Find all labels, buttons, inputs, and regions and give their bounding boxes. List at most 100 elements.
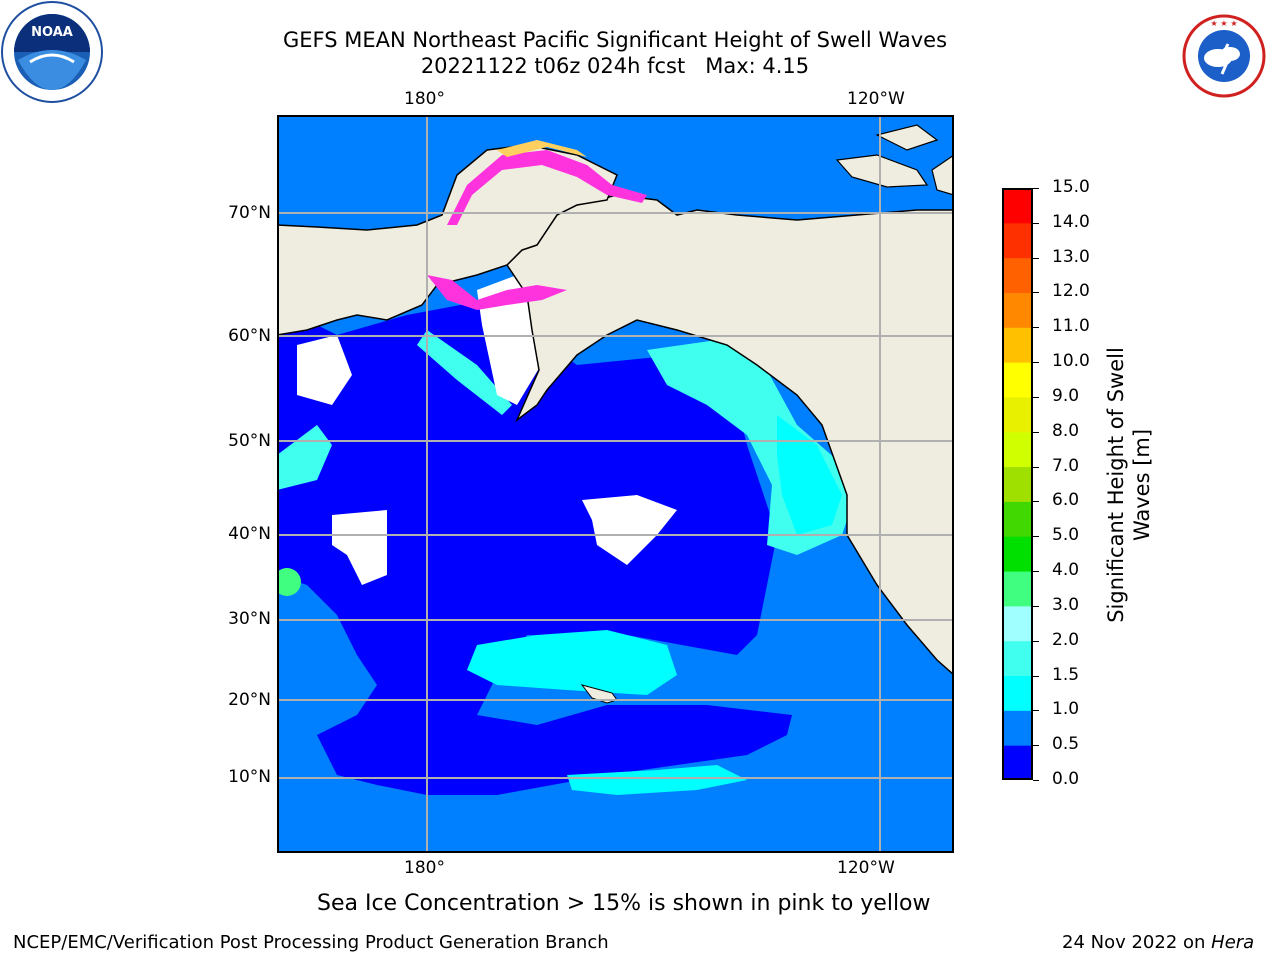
colorbar-swatch [1002,188,1033,224]
colorbar-tick-mark [1033,396,1039,398]
sea-ice-yellow [497,140,587,157]
land-siberia [276,144,618,336]
colorbar-tick-label: 4.0 [1052,560,1080,581]
noaa-logo-icon: NOAA [1,1,103,103]
lat-label-50n: 50°N [228,431,271,451]
noaa-logo: NOAA [0,0,104,104]
colorbar-tick-mark [1033,675,1039,677]
colorbar-tick-label: 0.0 [1052,769,1080,789]
colorbar-tick-mark [1033,431,1039,433]
nws-logo: ★ ★ ★ [1178,14,1270,98]
colorbar-tick-label: 12.0 [1052,281,1090,302]
colorbar-tick-label: 15.0 [1052,177,1090,197]
map-panel [273,115,955,853]
colorbar-frame [1002,188,1033,780]
colorbar-tick-mark [1033,710,1039,712]
colorbar-swatches [1002,188,1033,781]
colorbar-tick-mark [1033,292,1039,294]
colorbar-tick-mark [1033,605,1039,607]
bottom-lon-label-120w: 120°W [837,858,895,878]
mid-swell-nw [417,330,512,415]
colorbar-tick-label: 1.0 [1052,699,1080,720]
colorbar-tick-mark [1033,745,1039,747]
colorbar-tick-label: 14.0 [1052,211,1090,232]
colorbar-tick-label: 6.0 [1052,490,1080,511]
colorbar-swatch [1002,605,1033,642]
bottom-lon-label-180: 180° [404,858,445,878]
lat-label-10n: 10°N [228,767,271,787]
colorbar-swatch [1002,466,1033,502]
max-swell-spot [273,568,301,596]
lat-label-30n: 30°N [228,609,271,629]
colorbar-tick-mark [1033,327,1039,329]
land-arctic-islands [835,124,955,196]
mid-swell-band [467,630,677,695]
colorbar-swatch [1002,396,1033,433]
colorbar-swatch [1002,675,1033,711]
land-north-america [506,115,955,677]
colorbar-tick-mark [1033,222,1039,224]
colorbar-tick-mark [1033,188,1039,189]
colorbar-swatch [1002,536,1033,572]
colorbar-tick-label: 2.0 [1052,629,1080,650]
colorbar-swatch [1002,292,1033,328]
no-data-center [582,495,677,565]
colorbar-tick-label: 10.0 [1052,351,1090,372]
lat-label-40n: 40°N [228,524,271,544]
lat-label-20n: 20°N [228,690,271,710]
colorbar-tick-mark [1033,362,1039,364]
colorbar-tick-mark [1033,501,1039,503]
colorbar-tick-label: 1.5 [1052,664,1080,685]
no-data-west [332,510,387,585]
coastal-swell-core [777,415,842,535]
graticule [277,115,954,853]
colorbar-tick-mark [1033,780,1039,781]
footer-machine: Hera [1211,932,1255,953]
sea-ice-caption: Sea Ice Concentration > 15% is shown in … [317,891,931,916]
colorbar-swatch [1002,257,1033,293]
colorbar [1002,188,1033,781]
colorbar-tick-label: 3.0 [1052,594,1080,615]
colorbar-swatch [1002,710,1033,746]
footer-date: 24 Nov 2022 on Hera [1062,932,1254,953]
colorbar-swatch [1002,501,1033,537]
colorbar-tick-label: 0.5 [1052,734,1080,755]
colorbar-label-line1: Significant Height of Swell [1104,347,1128,623]
top-lon-label-120w: 120°W [847,89,905,109]
nws-logo-icon: ★ ★ ★ [1182,14,1266,98]
low-swell-region [277,300,792,795]
colorbar-tick-mark [1033,257,1039,259]
colorbar-tick-label: 9.0 [1052,385,1080,406]
colorbar-tick-mark [1033,466,1039,468]
colorbar-tick-label: 13.0 [1052,246,1090,267]
no-data-aleutian [297,335,352,405]
colorbar-label-line2: Waves [m] [1130,428,1154,542]
colorbar-tick-mark [1033,571,1039,573]
colorbar-tick-label: 11.0 [1052,316,1090,337]
colorbar-swatch [1002,640,1033,677]
chart-title: GEFS MEAN Northeast Pacific Significant … [282,28,948,52]
map-frame [277,115,954,853]
colorbar-tick-mark [1033,536,1039,538]
colorbar-tick-label: 5.0 [1052,525,1080,546]
colorbar-swatch [1002,222,1033,259]
lat-label-70n: 70°N [228,203,271,223]
svg-text:★ ★ ★: ★ ★ ★ [1210,19,1237,28]
colorbar-swatch [1002,571,1033,607]
colorbar-swatch [1002,327,1033,363]
sea-ice-edge [447,150,647,225]
sea-ice-bering [427,275,567,310]
colorbar-swatch [1002,745,1033,781]
svg-text:NOAA: NOAA [31,25,73,40]
colorbar-swatch [1002,431,1033,468]
lat-label-60n: 60°N [228,326,271,346]
mid-swell-band-2 [567,765,747,795]
footer-date-text: 24 Nov 2022 on [1062,932,1206,953]
swell-height-map [273,115,955,853]
top-lon-label-180: 180° [404,89,445,109]
colorbar-label: Significant Height of Swell Waves [m] [1103,347,1155,623]
colorbar-tick-label: 8.0 [1052,420,1080,441]
colorbar-tick-label: 7.0 [1052,455,1080,476]
colorbar-tick-mark [1033,640,1039,642]
footer-credit: NCEP/EMC/Verification Post Processing Pr… [13,932,609,953]
